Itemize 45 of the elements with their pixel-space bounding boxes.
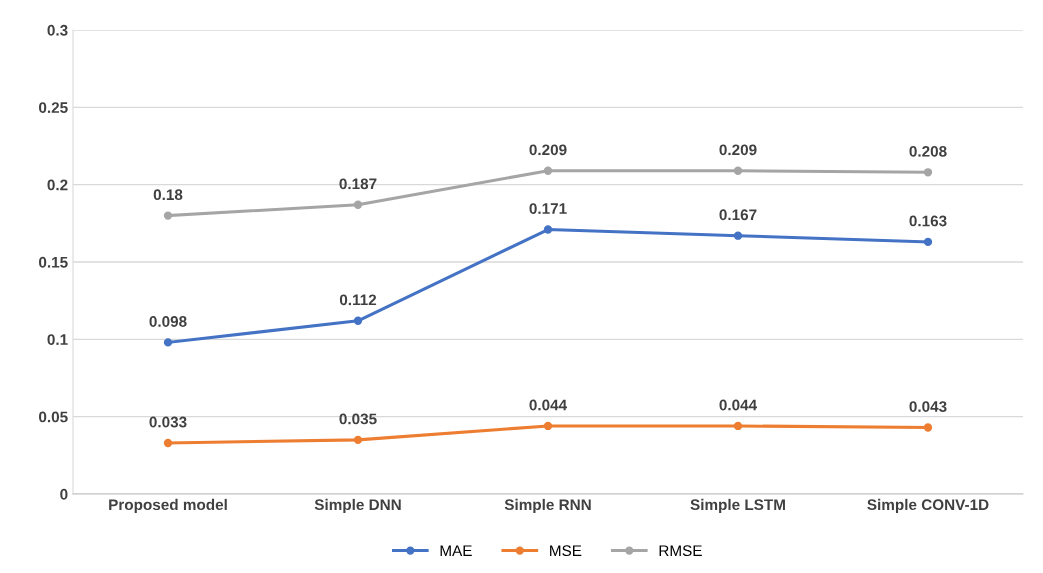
x-tick-label: Simple CONV-1D: [867, 498, 989, 514]
point: [543, 166, 553, 175]
point: [163, 211, 173, 220]
data-label: 0.167: [719, 209, 757, 221]
x-tick-label: Simple DNN: [314, 498, 401, 514]
x-tick-label: Simple LSTM: [690, 498, 785, 514]
data-label: 0.209: [719, 144, 757, 156]
point: [923, 168, 933, 177]
point: [733, 421, 743, 431]
legend-label: RMSE: [659, 545, 702, 557]
y-tick-label: 0: [60, 488, 68, 500]
point: [543, 421, 553, 431]
y-tick-label: 0.15: [39, 256, 68, 268]
data-label: 0.208: [909, 145, 947, 157]
legend-label: MSE: [550, 545, 582, 557]
data-label: 0.18: [153, 189, 183, 201]
y-tick-label: 0.2: [47, 179, 68, 191]
point: [163, 438, 173, 448]
point: [923, 237, 933, 247]
data-label: 0.098: [149, 316, 187, 327]
data-label: 0.035: [339, 413, 377, 425]
x-tick-label: Simple RNN: [504, 498, 591, 514]
point: [733, 231, 743, 240]
y-tick-label: 0.05: [39, 411, 68, 423]
y-tick-label: 0.25: [39, 102, 68, 114]
data-label: 0.163: [909, 215, 947, 227]
point: [353, 435, 363, 445]
data-label: 0.044: [719, 399, 758, 411]
data-label: 0.033: [149, 416, 187, 428]
point: [733, 166, 743, 175]
point: [353, 316, 363, 325]
point: [923, 423, 933, 432]
point: [353, 200, 363, 209]
point: [543, 225, 553, 234]
data-label: 0.209: [529, 144, 567, 156]
data-label: 0.112: [339, 294, 377, 306]
data-label: 0.043: [909, 401, 947, 412]
data-label: 0.044: [529, 399, 568, 411]
x-tick-label: Proposed model: [109, 498, 227, 514]
y-tick-label: 0.1: [47, 334, 68, 346]
data-label: 0.187: [339, 178, 377, 190]
data-label: 0.171: [529, 203, 567, 214]
y-tick-label: 0.3: [47, 24, 68, 36]
legend-label: MAE: [440, 545, 472, 556]
point: [163, 338, 173, 347]
